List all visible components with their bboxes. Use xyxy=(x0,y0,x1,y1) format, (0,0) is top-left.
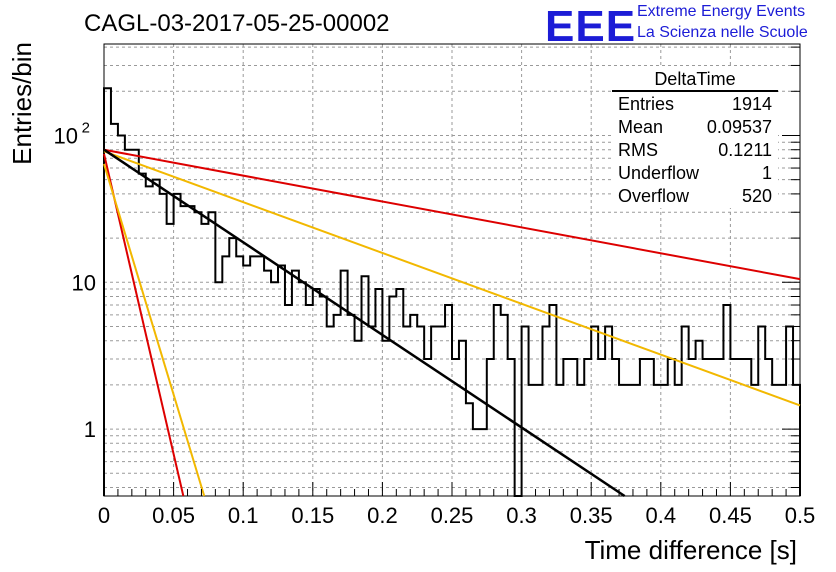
x-tick-label: 0.3 xyxy=(506,503,537,528)
stats-label: RMS xyxy=(618,140,658,160)
fit-curves xyxy=(103,148,801,498)
stats-row-entries: Entries 1914 xyxy=(612,93,778,116)
stats-box-title: DeltaTime xyxy=(612,68,778,92)
stats-label: Entries xyxy=(618,94,675,114)
stats-row-rms: RMS 0.1211 xyxy=(612,139,778,162)
logo-line-2: La Scienza nelle Scuole xyxy=(637,24,808,41)
stats-row-overflow: Overflow 520 xyxy=(612,185,778,208)
stats-value: 1 xyxy=(761,163,772,183)
x-tick-label: 0.2 xyxy=(367,503,398,528)
x-tick-label: 0.05 xyxy=(152,503,195,528)
stats-label: Overflow xyxy=(618,186,690,206)
x-tick-label: 0.1 xyxy=(228,503,259,528)
histogram-bars xyxy=(103,87,801,497)
stats-value: 520 xyxy=(741,186,772,206)
stats-value: 1914 xyxy=(731,94,772,114)
x-tick-label: 0.15 xyxy=(291,503,334,528)
stats-box: DeltaTime Entries 1914 Mean 0.09537 RMS … xyxy=(612,68,778,208)
y-tick-label: 10 xyxy=(54,123,78,148)
x-tick-labels: 0 0.05 0.1 0.15 0.2 0.25 0.3 0.35 0.4 0.45 0.5 xyxy=(98,503,815,528)
y-tick-label: 10 xyxy=(72,270,96,295)
y-tick-label-exponent: 2 xyxy=(82,119,90,136)
x-tick-label: 0.5 xyxy=(785,503,816,528)
fit-curve xyxy=(103,163,206,497)
x-tick-label: 0 xyxy=(98,503,110,528)
stats-value: 0.09537 xyxy=(706,117,772,137)
plot-title: CAGL-03-2017-05-25-00002 xyxy=(84,10,390,37)
stats-label: Underflow xyxy=(618,163,700,183)
fit-curve xyxy=(103,148,626,498)
x-tick-label: 0.25 xyxy=(431,503,474,528)
fit-curve xyxy=(103,148,801,281)
x-axis-label: Time difference [s] xyxy=(585,535,797,565)
stats-row-mean: Mean 0.09537 xyxy=(612,116,778,139)
y-tick-label: 1 xyxy=(84,417,96,442)
stats-label: Mean xyxy=(618,117,664,137)
logo-line-1: Extreme Energy Events xyxy=(637,3,806,20)
stats-row-underflow: Underflow 1 xyxy=(612,162,778,185)
stats-value: 0.1211 xyxy=(718,140,772,160)
x-tick-label: 0.45 xyxy=(709,503,752,528)
eee-logo: EEE xyxy=(545,2,637,51)
fit-curve xyxy=(103,150,801,407)
y-axis-label: Entries/bin xyxy=(7,42,37,165)
x-tick-label: 0.35 xyxy=(570,503,613,528)
axis-ticks xyxy=(103,46,801,496)
x-tick-label: 0.4 xyxy=(646,503,677,528)
